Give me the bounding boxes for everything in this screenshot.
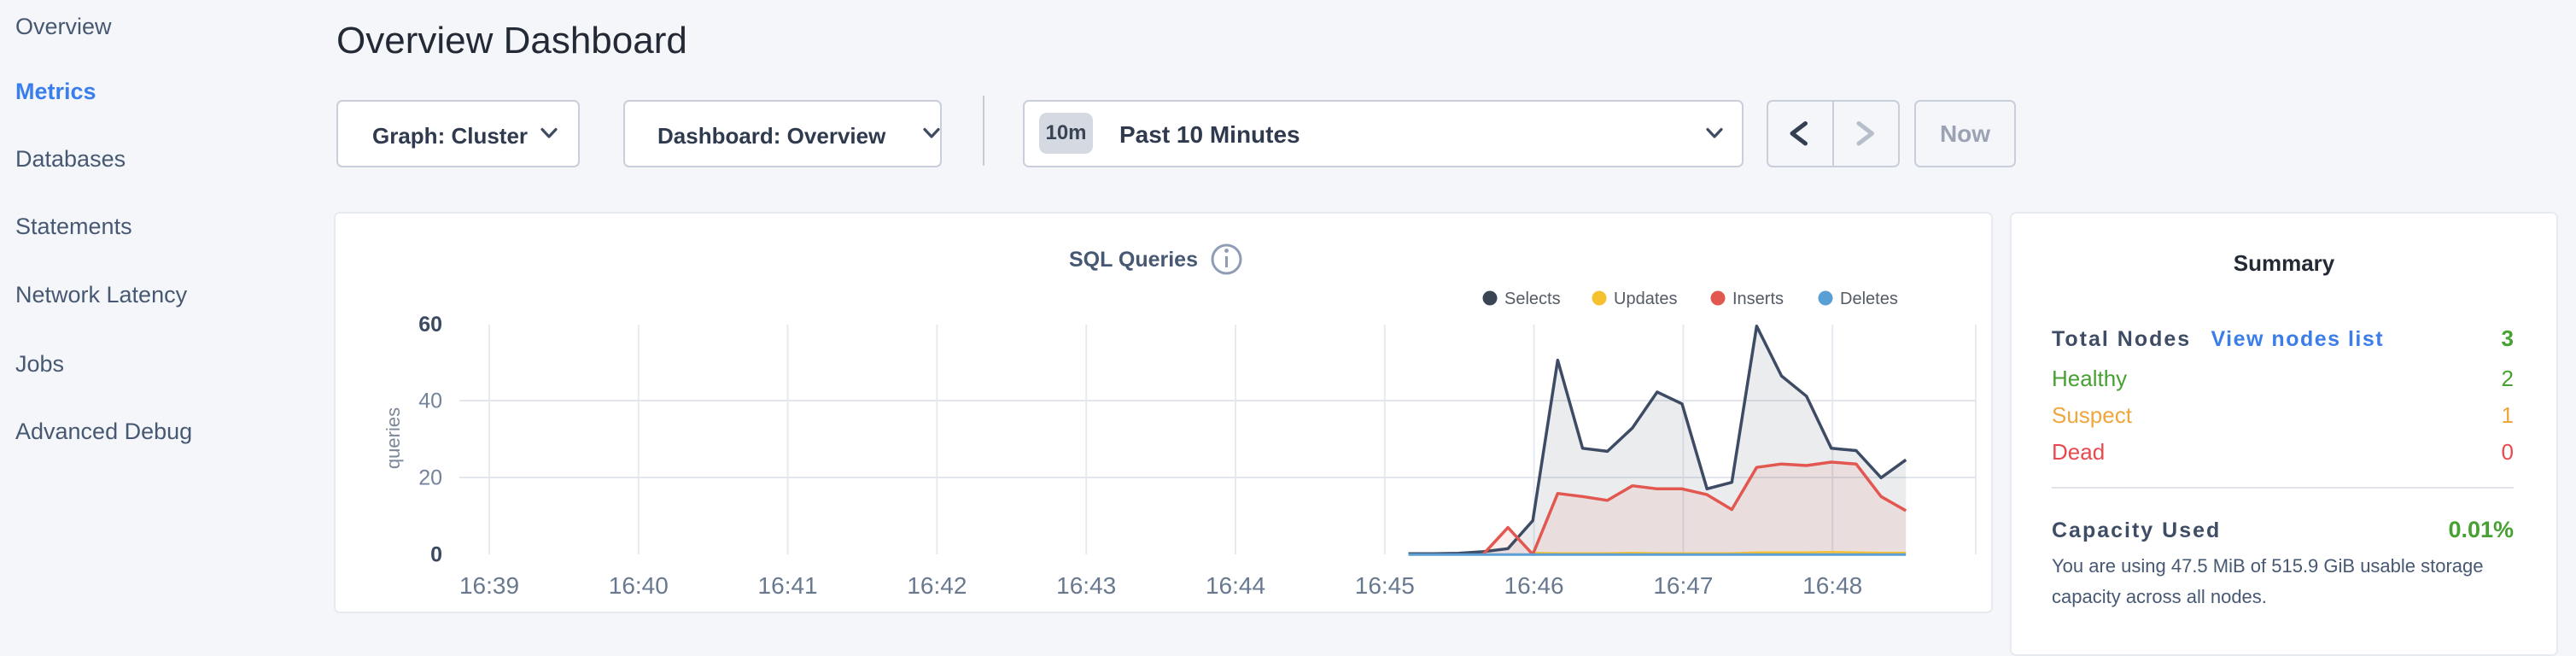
svg-text:Selects: Selects [1504, 290, 1561, 308]
svg-text:Inserts: Inserts [1732, 290, 1784, 308]
svg-text:20: 20 [418, 466, 442, 490]
svg-text:16:43: 16:43 [1056, 572, 1116, 599]
svg-text:queries: queries [383, 407, 404, 469]
svg-text:40: 40 [418, 390, 442, 413]
svg-text:16:44: 16:44 [1206, 572, 1265, 599]
svg-text:16:40: 16:40 [609, 572, 669, 599]
svg-text:16:41: 16:41 [758, 572, 818, 599]
svg-text:SQL Queries: SQL Queries [1069, 248, 1198, 272]
svg-text:Deletes: Deletes [1840, 290, 1898, 308]
svg-text:60: 60 [418, 313, 442, 337]
svg-text:16:42: 16:42 [907, 572, 967, 599]
svg-text:16:48: 16:48 [1802, 572, 1862, 599]
svg-text:Updates: Updates [1614, 290, 1678, 308]
svg-text:16:39: 16:39 [459, 572, 519, 599]
svg-text:0: 0 [430, 543, 442, 567]
svg-text:16:47: 16:47 [1653, 572, 1713, 599]
svg-text:16:46: 16:46 [1504, 572, 1564, 599]
svg-text:16:45: 16:45 [1355, 572, 1415, 599]
